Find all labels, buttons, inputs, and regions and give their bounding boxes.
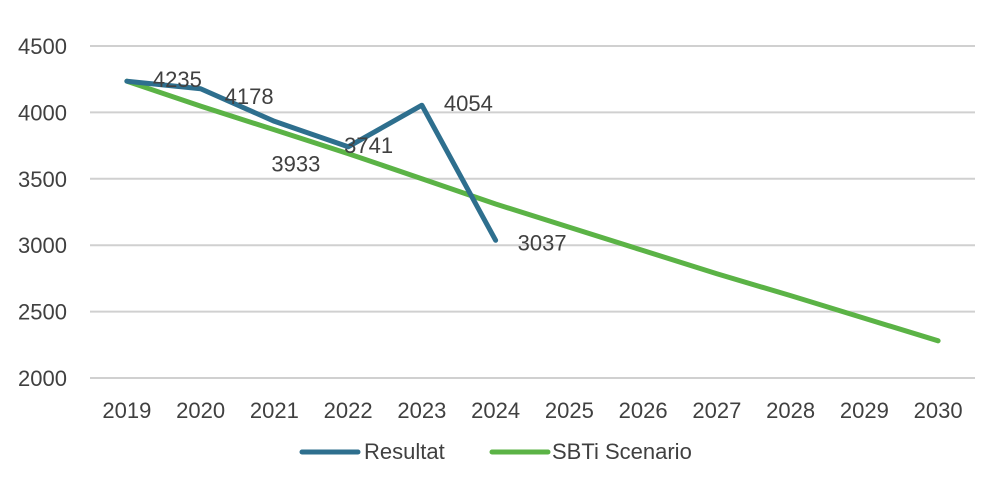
- data-label-resultat-2019: 4235: [153, 67, 202, 92]
- x-tick-label-2023: 2023: [397, 398, 446, 423]
- data-label-resultat-2023: 4054: [444, 91, 493, 116]
- legend-label-sbti-scenario: SBTi Scenario: [552, 439, 692, 464]
- data-label-resultat-2021: 3933: [271, 151, 320, 176]
- x-axis-ticks: 2019 2020 2021 2022 2023 2024 2025 2026 2027 2028…: [102, 398, 962, 423]
- legend: Resultat SBTi Scenario: [299, 439, 692, 464]
- x-tick-label-2020: 2020: [176, 398, 225, 423]
- x-tick-label-2021: 2021: [250, 398, 299, 423]
- y-tick-label-4000: 4000: [18, 100, 67, 125]
- y-axis-ticks: 2000 2500 3000 3500 4000 4500: [18, 34, 67, 391]
- series-lines: [124, 78, 941, 344]
- gridlines: [90, 45, 975, 379]
- legend-label-resultat: Resultat: [364, 439, 445, 464]
- x-tick-label-2026: 2026: [619, 398, 668, 423]
- data-labels: 4235 4178 3933 3741 4054 3037: [153, 67, 567, 255]
- y-tick-label-3000: 3000: [18, 233, 67, 258]
- data-label-resultat-2022: 3741: [344, 133, 393, 158]
- data-label-resultat-2024: 3037: [518, 230, 567, 255]
- x-tick-label-2027: 2027: [692, 398, 741, 423]
- x-tick-label-2029: 2029: [840, 398, 889, 423]
- series-line-resultat: [124, 78, 499, 243]
- y-tick-label-2500: 2500: [18, 300, 67, 325]
- y-tick-label-4500: 4500: [18, 34, 67, 59]
- x-tick-label-2022: 2022: [324, 398, 373, 423]
- x-tick-label-2028: 2028: [766, 398, 815, 423]
- data-label-resultat-2020: 4178: [225, 84, 274, 109]
- y-tick-label-3500: 3500: [18, 167, 67, 192]
- x-tick-label-2019: 2019: [102, 398, 151, 423]
- x-tick-label-2030: 2030: [914, 398, 963, 423]
- x-tick-label-2024: 2024: [471, 398, 520, 423]
- x-tick-label-2025: 2025: [545, 398, 594, 423]
- series-line-sbti-scenario: [124, 78, 941, 344]
- y-tick-label-2000: 2000: [18, 366, 67, 391]
